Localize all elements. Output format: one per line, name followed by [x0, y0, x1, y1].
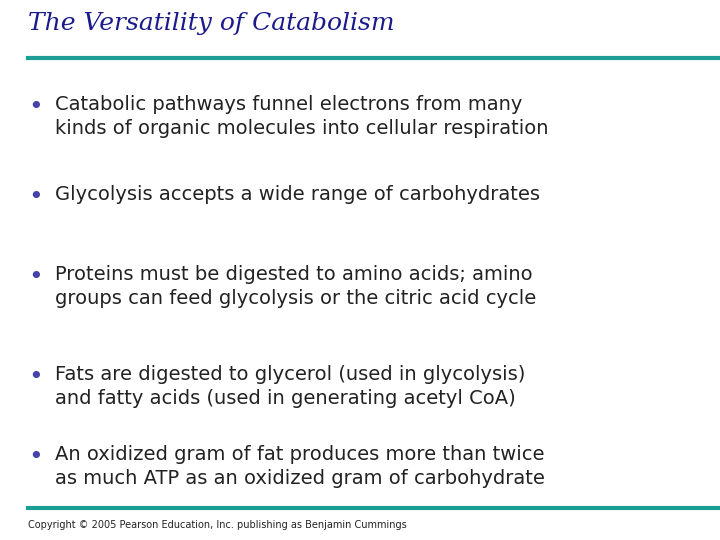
Text: Catabolic pathways funnel electrons from many
kinds of organic molecules into ce: Catabolic pathways funnel electrons from…: [55, 95, 549, 138]
Text: Fats are digested to glycerol (used in glycolysis)
and fatty acids (used in gene: Fats are digested to glycerol (used in g…: [55, 365, 526, 408]
Text: The Versatility of Catabolism: The Versatility of Catabolism: [28, 12, 395, 35]
Text: •: •: [28, 265, 42, 289]
Text: Glycolysis accepts a wide range of carbohydrates: Glycolysis accepts a wide range of carbo…: [55, 185, 540, 204]
Text: Proteins must be digested to amino acids; amino
groups can feed glycolysis or th: Proteins must be digested to amino acids…: [55, 265, 536, 307]
Text: •: •: [28, 445, 42, 469]
Text: An oxidized gram of fat produces more than twice
as much ATP as an oxidized gram: An oxidized gram of fat produces more th…: [55, 445, 545, 488]
Text: •: •: [28, 365, 42, 389]
Text: •: •: [28, 185, 42, 209]
Text: •: •: [28, 95, 42, 119]
Text: Copyright © 2005 Pearson Education, Inc. publishing as Benjamin Cummings: Copyright © 2005 Pearson Education, Inc.…: [28, 520, 407, 530]
